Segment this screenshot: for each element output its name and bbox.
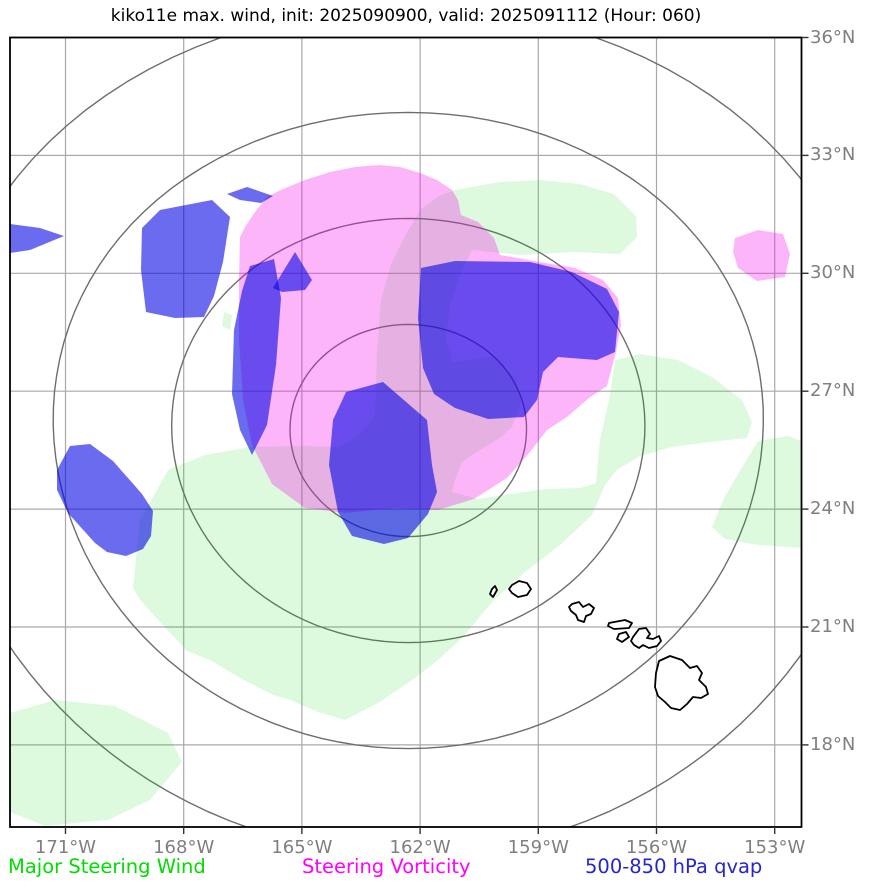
x-tick-label: 168°W xyxy=(153,837,215,858)
contour-polygon xyxy=(141,200,230,318)
island-outline xyxy=(630,627,662,649)
contour-polygon xyxy=(232,259,281,455)
plot-title: kiko11e max. wind, init: 2025090900, val… xyxy=(110,6,702,26)
island-outline xyxy=(568,601,595,623)
y-tick-label: 18°N xyxy=(810,733,856,755)
island-outline xyxy=(508,580,532,598)
contour-polygon xyxy=(133,180,752,720)
contour-polygon xyxy=(10,224,64,253)
island-outline xyxy=(607,619,633,630)
contour-polygon xyxy=(222,312,232,330)
y-tick-label: 33°N xyxy=(810,144,856,166)
range-ring-900km xyxy=(52,111,765,750)
y-tick-label: 27°N xyxy=(810,380,856,402)
x-tick-label: 162°W xyxy=(389,837,451,858)
contour-polygon xyxy=(10,700,182,826)
island-outline xyxy=(616,631,630,643)
legend-steering-vorticity: Steering Vorticity xyxy=(302,855,471,878)
contour-polygon xyxy=(57,444,153,556)
x-tick-label: 171°W xyxy=(34,837,97,858)
island-outline xyxy=(654,655,709,711)
contour-polygon xyxy=(227,187,273,203)
y-tick-label: 24°N xyxy=(810,498,856,520)
y-tick-label: 21°N xyxy=(810,616,856,637)
map-content xyxy=(10,37,802,827)
x-tick-label: 156°W xyxy=(625,837,688,858)
contour-polygon xyxy=(329,382,437,544)
contour-polygon xyxy=(273,252,312,292)
layer-major-steering-wind xyxy=(10,180,802,826)
legend-500-850-hpa-qvap: 500-850 hPa qvap xyxy=(585,855,763,878)
island-outline xyxy=(489,585,498,598)
y-tick-label: 30°N xyxy=(810,262,856,284)
contour-polygon xyxy=(418,261,619,419)
x-tick-label: 159°W xyxy=(507,837,569,858)
plot-border xyxy=(9,36,803,828)
y-tick-label: 36°N xyxy=(810,26,856,48)
x-tick-label: 165°W xyxy=(271,837,333,858)
range-ring-600km xyxy=(170,217,646,644)
layer-500-850-hpa-qvap xyxy=(10,187,619,556)
x-tick-label: 153°W xyxy=(744,837,806,858)
contour-polygon xyxy=(733,230,790,281)
hawaiian-islands-coastline xyxy=(489,580,709,711)
legend-major-steering-wind: Major Steering Wind xyxy=(8,855,206,878)
contour-polygon xyxy=(712,436,802,548)
